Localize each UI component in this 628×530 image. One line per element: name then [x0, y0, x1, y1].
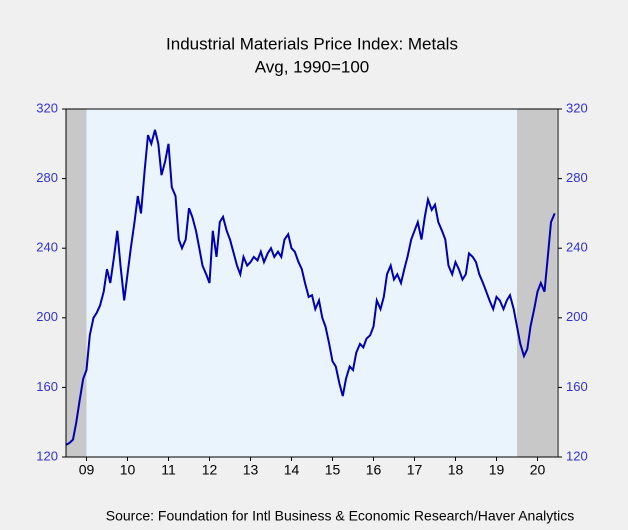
- y-tick-label: 200: [36, 309, 58, 324]
- y2-tick-label: 320: [566, 100, 588, 115]
- x-tick-label: 13: [243, 462, 259, 478]
- y2-tick-label: 120: [566, 448, 588, 463]
- recession-band: [517, 109, 557, 457]
- x-tick-label: 17: [407, 462, 423, 478]
- y-tick-label: 120: [36, 448, 58, 463]
- x-tick-label: 20: [530, 462, 546, 478]
- x-tick-label: 09: [79, 462, 95, 478]
- x-tick-label: 15: [325, 462, 341, 478]
- x-tick-label: 10: [120, 462, 136, 478]
- recession-band: [66, 109, 87, 457]
- chart-title: Industrial Materials Price Index: Metals: [166, 34, 458, 53]
- y2-tick-label: 160: [566, 379, 588, 394]
- source: Source: Foundation for Intl Business & E…: [106, 508, 574, 524]
- y-tick-label: 320: [36, 100, 58, 115]
- y-tick-label: 240: [36, 240, 58, 255]
- series-line: [65, 129, 556, 446]
- x-tick-label: 16: [366, 462, 382, 478]
- y2-tick-label: 280: [566, 170, 588, 185]
- chart-subtitle: Avg, 1990=100: [255, 57, 370, 76]
- x-tick-label: 12: [202, 462, 218, 478]
- y-tick-label: 160: [36, 379, 58, 394]
- y-tick-label: 280: [36, 170, 58, 185]
- y2-tick-label: 200: [566, 309, 588, 324]
- x-tick-label: 18: [448, 462, 464, 478]
- x-tick-label: 11: [161, 462, 176, 478]
- x-tick-label: 14: [284, 462, 300, 478]
- plot-frame: [65, 108, 559, 458]
- y2-tick-label: 240: [566, 240, 588, 255]
- plot-area: [66, 109, 558, 457]
- x-tick-label: 19: [489, 462, 505, 478]
